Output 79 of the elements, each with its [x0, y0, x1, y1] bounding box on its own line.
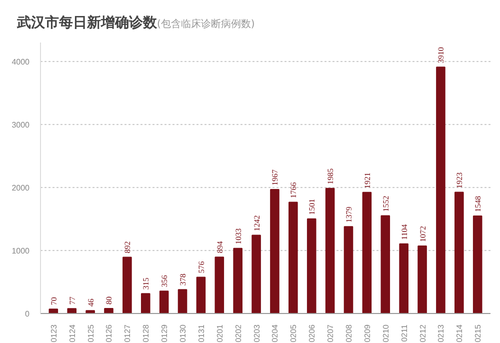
x-tick-label: 0214	[455, 324, 464, 342]
bar	[233, 248, 242, 314]
bar	[104, 308, 114, 314]
x-tick-label: 0209	[362, 324, 372, 342]
bar	[472, 215, 482, 314]
bar	[122, 256, 132, 314]
data-label: 1104	[400, 224, 409, 240]
bar	[178, 289, 188, 314]
y-tick-label: 0	[25, 310, 30, 318]
data-label: 576	[196, 261, 206, 274]
data-label: 894	[215, 241, 224, 254]
x-tick-label: 0202	[234, 324, 243, 342]
x-tick-label: 0206	[308, 324, 317, 342]
bar	[140, 293, 150, 314]
data-label: 1985	[326, 168, 336, 184]
bar	[196, 276, 206, 314]
data-label: 1548	[474, 196, 483, 212]
x-tick-label: 0125	[86, 324, 96, 342]
x-tick-label: 0204	[270, 324, 280, 342]
x-tick-label: 0213	[436, 324, 446, 342]
bar	[362, 192, 372, 314]
x-tick-label: 0123	[49, 324, 58, 342]
chart-subtitle: (包含临床诊断病例数)	[157, 19, 255, 30]
x-tick-label: 0208	[344, 324, 354, 342]
data-label: 378	[178, 274, 188, 286]
bar	[67, 308, 76, 314]
x-tick-label: 0211	[400, 324, 409, 342]
x-tick-label: 0215	[474, 324, 483, 342]
bar	[325, 188, 335, 314]
y-tick-label: 1000	[12, 246, 30, 256]
data-label: 77	[68, 296, 77, 305]
data-label: 1033	[234, 228, 243, 244]
data-label: 892	[123, 241, 132, 254]
bar	[159, 290, 169, 314]
data-label: 1766	[289, 182, 298, 198]
x-tick-label: 0210	[381, 324, 390, 342]
bar	[214, 256, 224, 314]
data-label: 70	[49, 297, 58, 306]
data-label: 1923	[455, 172, 464, 188]
x-tick-label: 0205	[289, 324, 298, 342]
bar	[380, 215, 390, 314]
x-tick-label: 0130	[178, 324, 188, 342]
x-tick-label: 0124	[68, 324, 77, 342]
y-tick-label: 4000	[12, 57, 30, 66]
bar	[306, 218, 316, 314]
bar	[436, 66, 446, 314]
x-tick-label: 0129	[160, 324, 170, 342]
data-label: 1242	[252, 215, 262, 232]
data-label: 3910	[436, 47, 446, 64]
x-tick-label: 0201	[215, 324, 224, 342]
bar	[270, 189, 280, 314]
data-label: 1072	[418, 226, 428, 242]
bar	[86, 310, 95, 314]
y-tick-label: 3000	[12, 120, 30, 130]
data-label: 356	[160, 275, 170, 288]
x-tick-label: 0131	[196, 324, 206, 342]
data-label: 80	[104, 296, 114, 304]
data-label: 315	[142, 278, 151, 290]
bar	[288, 202, 298, 314]
x-tick-label: 0127	[123, 324, 132, 342]
data-label: 46	[86, 298, 96, 307]
bar	[252, 234, 261, 314]
data-label: 1921	[362, 172, 372, 188]
x-tick-label: 0203	[252, 324, 262, 342]
bar	[344, 226, 354, 314]
x-tick-label: 0126	[104, 324, 114, 342]
data-label: 1552	[381, 196, 390, 212]
data-label: 1967	[270, 170, 280, 186]
bar	[454, 192, 464, 314]
x-tick-label: 0212	[418, 324, 428, 342]
y-tick-label: 2000	[12, 183, 30, 192]
bar	[418, 245, 427, 314]
chart-title: 武汉市每日新增确诊数	[17, 15, 157, 31]
data-label: 1379	[344, 206, 354, 223]
bar	[48, 308, 58, 314]
x-tick-label: 0207	[326, 324, 336, 342]
x-tick-label: 0128	[142, 324, 151, 342]
bar	[399, 243, 408, 314]
data-label: 1501	[308, 198, 317, 215]
